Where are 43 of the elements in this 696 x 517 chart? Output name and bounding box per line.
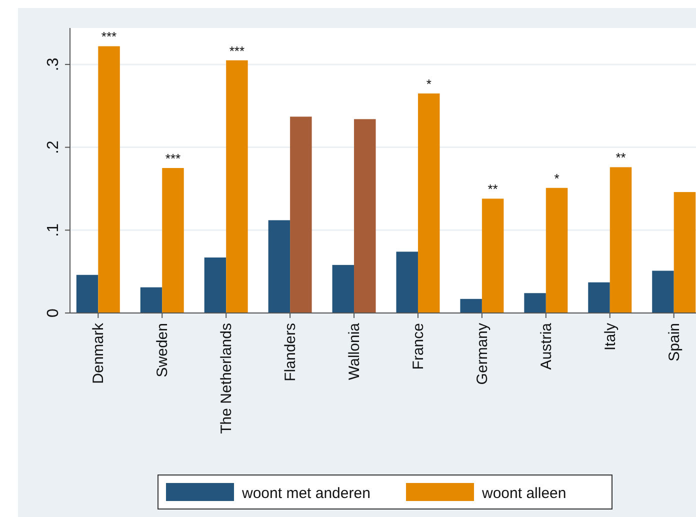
bar [482,198,504,313]
legend-label: woont alleen [481,485,566,502]
bar [332,264,354,313]
x-tick-label: The Netherlands [218,323,236,434]
bar [396,252,418,313]
x-tick-label: Austria [538,322,555,370]
bar [588,282,610,313]
annotation: *** [165,151,181,166]
x-tick-label: Spain [666,323,683,362]
x-tick-label: Wallonia [346,322,364,380]
x-tick-label: Denmark [90,322,108,384]
y-tick-label: 0 [45,308,62,318]
x-tick-label: Italy [602,322,619,351]
bar [290,116,312,313]
bar [354,119,376,313]
annotation: * [554,170,560,186]
x-tick-label: Germany [474,322,491,385]
bar [652,270,674,313]
x-tick-label: Sweden [154,323,172,378]
annotation: ** [616,150,626,166]
bar [610,167,632,313]
bar [226,60,248,313]
bar [162,168,184,313]
annotation: *** [101,29,117,44]
x-tick-label: France [410,323,427,370]
bar [418,93,440,313]
y-tick-label: .3 [45,58,62,72]
bar [204,257,226,313]
bar [268,220,290,313]
bar [674,192,696,313]
y-tick-label: .1 [45,223,62,237]
legend-label: woont met anderen [241,485,370,502]
annotation: *** [229,43,245,58]
bar [524,293,546,313]
bar [546,188,568,313]
bar [460,298,482,313]
annotation: ** [488,182,498,197]
y-tick-label: .2 [45,140,62,154]
annotation: * [426,76,432,92]
x-tick-label: Flanders [282,323,300,382]
bar [140,287,162,313]
bar [76,274,98,313]
bar [98,46,120,313]
